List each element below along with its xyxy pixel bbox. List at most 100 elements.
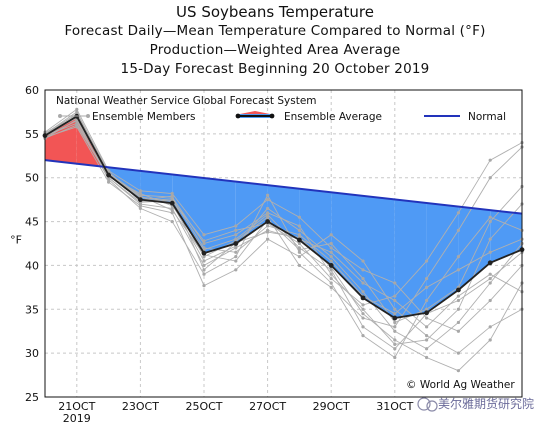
ensemble-member-point bbox=[456, 298, 460, 303]
ensemble-member-point bbox=[361, 303, 365, 307]
ensemble-average-point bbox=[360, 295, 366, 301]
ensemble-member-point bbox=[425, 298, 429, 303]
ensemble-member-point bbox=[361, 334, 365, 338]
plot-frame bbox=[44, 89, 523, 398]
ensemble-member-point bbox=[488, 298, 492, 303]
ensemble-member-point bbox=[75, 107, 79, 111]
ensemble-member-point bbox=[488, 281, 492, 285]
ensemble-member-point bbox=[266, 212, 270, 217]
ensemble-member-point bbox=[456, 351, 460, 355]
y-tick-label-45: 45 bbox=[25, 216, 39, 229]
ensemble-member-point bbox=[361, 276, 365, 281]
ensemble-member-point bbox=[234, 268, 238, 272]
ensemble-member-point bbox=[425, 355, 429, 360]
ensemble-member-point bbox=[488, 338, 492, 342]
ensemble-member-point bbox=[456, 211, 460, 215]
ensemble-member-point bbox=[393, 338, 397, 342]
ensemble-average-point bbox=[456, 287, 461, 293]
legend-average-dot-left bbox=[235, 113, 241, 119]
ensemble-member-point bbox=[329, 233, 333, 237]
ensemble-member-point bbox=[393, 329, 397, 333]
ensemble-member-point bbox=[425, 338, 429, 342]
ensemble-member-point bbox=[138, 194, 142, 198]
ensemble-member-point bbox=[361, 325, 365, 329]
x-tick-label-23OCT: 23OCT bbox=[122, 400, 159, 413]
ensemble-average-line bbox=[44, 115, 523, 320]
ensemble-member-point bbox=[393, 325, 397, 329]
ensemble-average-point bbox=[297, 237, 302, 243]
ensemble-member-point bbox=[425, 347, 429, 351]
legend-average-dot-right bbox=[269, 113, 275, 119]
legend-average-fill-warm bbox=[240, 111, 270, 114]
y-tick-label-55: 55 bbox=[25, 128, 39, 141]
chart-subtitle-3: 15-Day Forecast Beginning 20 October 201… bbox=[120, 61, 430, 77]
ensemble-member-point bbox=[234, 250, 238, 254]
ensemble-member-point bbox=[393, 312, 397, 316]
y-tick-label-25: 25 bbox=[25, 391, 39, 404]
ensemble-member-point bbox=[361, 312, 365, 316]
y-tick-label-40: 40 bbox=[25, 259, 39, 272]
ensemble-member-point bbox=[456, 268, 460, 272]
ensemble-member-point bbox=[266, 224, 270, 228]
ensemble-member-point bbox=[75, 125, 79, 129]
ensemble-member-point bbox=[456, 369, 460, 373]
ensemble-member-point bbox=[361, 268, 365, 272]
y-axis: 25 30 35 40 45 50 55 60 °F bbox=[10, 84, 39, 404]
cold-anomaly-fill bbox=[331, 192, 363, 298]
chart-subtitle-1: Forecast Daily—Mean Temperature Compared… bbox=[64, 23, 486, 39]
ensemble-member-point bbox=[456, 307, 460, 311]
ensemble-member-point bbox=[488, 158, 492, 162]
ensemble-member-point bbox=[297, 255, 301, 259]
ensemble-member-point bbox=[456, 320, 460, 325]
ensemble-member-point bbox=[138, 189, 142, 193]
legend-members-dot-left bbox=[58, 114, 62, 118]
cold-anomaly-fill bbox=[140, 170, 173, 204]
ensemble-member-point bbox=[202, 259, 206, 263]
ensemble-member-point bbox=[393, 355, 397, 360]
ensemble-member-point bbox=[297, 263, 301, 268]
ensemble-member-point bbox=[266, 230, 270, 234]
ensemble-member-line-6 bbox=[44, 126, 523, 354]
legend-average-label: Ensemble Average bbox=[284, 111, 382, 123]
x-tick-label-21OCT: 21OCT bbox=[58, 400, 95, 413]
ensemble-member-point bbox=[202, 233, 206, 237]
ensemble-member-point bbox=[329, 250, 333, 254]
ensemble-member-point bbox=[234, 237, 238, 241]
ensemble-member-point bbox=[329, 285, 333, 289]
legend-members-dot-right bbox=[86, 114, 90, 118]
ensemble-member-point bbox=[202, 268, 206, 272]
ensemble-member-point bbox=[75, 121, 79, 125]
ensemble-member-point bbox=[425, 316, 429, 320]
y-tick-label-35: 35 bbox=[25, 303, 39, 316]
ensemble-average-point bbox=[201, 250, 207, 256]
ensemble-member-point bbox=[138, 191, 142, 196]
ensemble-member-point bbox=[266, 215, 270, 219]
ensemble-member-point bbox=[202, 272, 206, 276]
cold-anomaly-fill bbox=[299, 188, 332, 266]
ensemble-member-point bbox=[170, 194, 174, 198]
ensemble-average-point bbox=[392, 315, 398, 321]
ensemble-member-point bbox=[393, 342, 397, 346]
cold-anomaly-fill bbox=[426, 202, 459, 313]
chart-subtitle-2: Production—Weighted Area Average bbox=[149, 42, 401, 58]
ensemble-member-point bbox=[488, 215, 492, 219]
ensemble-average-point bbox=[106, 172, 111, 178]
x-tick-label-29OCT: 29OCT bbox=[313, 400, 350, 413]
ensemble-member-point bbox=[234, 224, 238, 228]
ensemble-member-point bbox=[297, 250, 301, 254]
ensemble-average-point bbox=[265, 219, 270, 224]
ensemble-member-point bbox=[488, 250, 492, 254]
ensemble-member-point bbox=[361, 259, 365, 263]
ensemble-member-point bbox=[266, 198, 270, 202]
cold-anomaly-fill bbox=[267, 185, 300, 240]
ensemble-member-point bbox=[488, 176, 492, 180]
ensemble-member-point bbox=[329, 246, 333, 250]
ensemble-member-point bbox=[170, 191, 174, 196]
chart-titles: US Soybeans Temperature Forecast Daily—M… bbox=[0, 0, 550, 79]
ensemble-member-point bbox=[329, 259, 333, 263]
ensemble-member-line-12 bbox=[44, 113, 523, 372]
ensemble-member-point bbox=[456, 329, 460, 333]
ensemble-member-point bbox=[425, 276, 429, 281]
ensemble-member-point bbox=[456, 228, 460, 232]
